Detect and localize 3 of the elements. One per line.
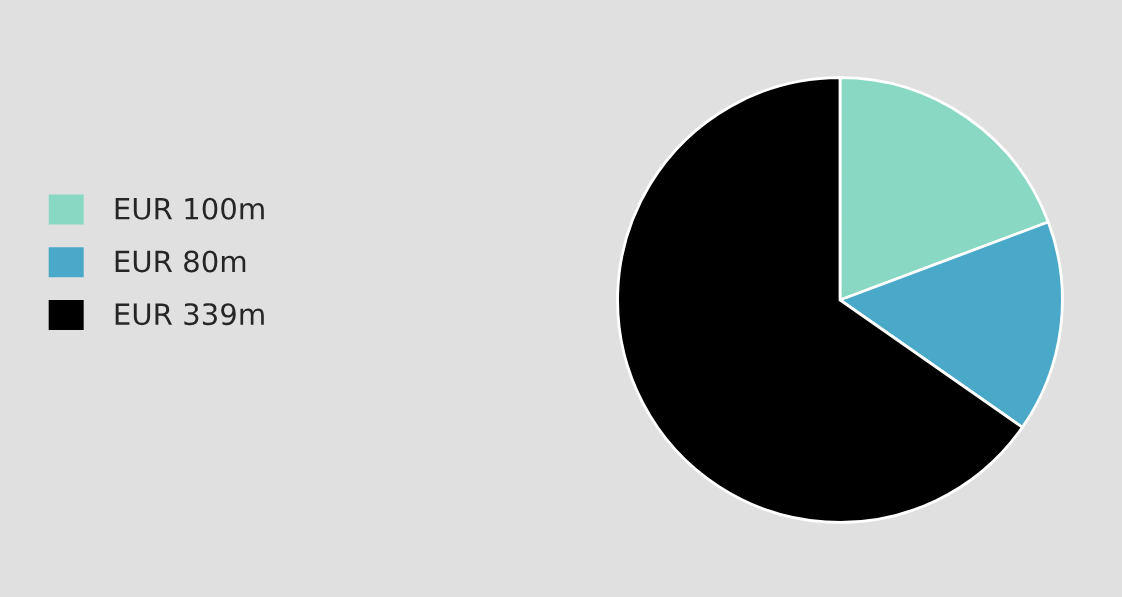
legend-label: EUR 339m [115,303,264,326]
legend-label: EUR 100m [115,197,264,220]
legend-label: EUR 80m [115,250,246,273]
